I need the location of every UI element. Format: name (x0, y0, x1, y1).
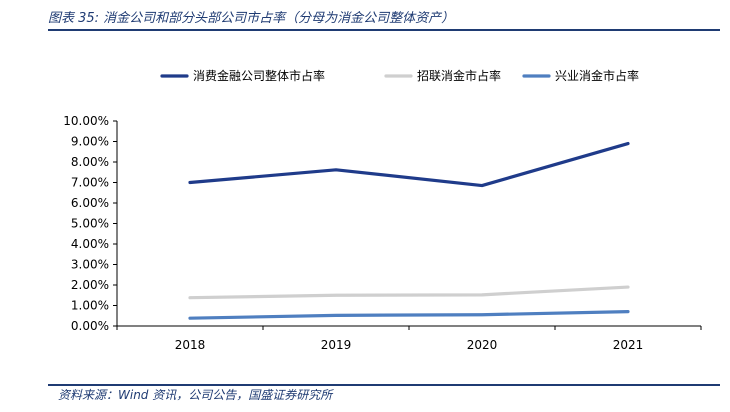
figure-title: 图表 35: 消金公司和部分头部公司市占率（分母为消金公司整体资产） (48, 11, 455, 26)
legend-label-2: 招联消金市占率 (417, 68, 501, 83)
series-line-3 (188, 310, 630, 320)
source-note: 资料来源：Wind 资讯，公司公告，国盛证券研究所 (58, 388, 333, 402)
y-tick-label: 9.00% (71, 135, 109, 149)
series-line-2 (188, 285, 630, 300)
y-tick-label: 1.00% (71, 299, 109, 313)
y-tick-label: 8.00% (71, 155, 109, 169)
series-group (188, 141, 630, 320)
x-tick-label: 2021 (613, 338, 644, 352)
y-tick-label: 4.00% (71, 237, 109, 251)
header-rule (48, 29, 720, 31)
x-tick-label: 2020 (467, 338, 498, 352)
legend: 消费金融公司整体市占率 招联消金市占率 兴业消金市占率 (160, 68, 639, 83)
series-line-1 (188, 141, 630, 188)
x-tick-label: 2019 (321, 338, 352, 352)
footer-rule (48, 384, 720, 386)
y-tick-label: 10.00% (63, 114, 109, 128)
figure-header: 图表 35: 消金公司和部分头部公司市占率（分母为消金公司整体资产） (48, 3, 720, 30)
y-tick-label: 0.00% (71, 319, 109, 333)
legend-label-3: 兴业消金市占率 (555, 68, 639, 83)
y-tick-label: 3.00% (71, 258, 109, 272)
y-tick-label: 6.00% (71, 196, 109, 210)
y-tick-label: 5.00% (71, 217, 109, 231)
y-axis: 0.00% 1.00% 2.00% 3.00% 4.00% 5.00% 6.00% 7.00%… (63, 114, 118, 333)
x-tick-label: 2018 (175, 338, 206, 352)
x-axis: 2018 2019 2020 2021 (116, 325, 702, 352)
y-tick-label: 2.00% (71, 278, 109, 292)
legend-label-1: 消费金融公司整体市占率 (193, 68, 325, 83)
y-tick-label: 7.00% (71, 176, 109, 190)
